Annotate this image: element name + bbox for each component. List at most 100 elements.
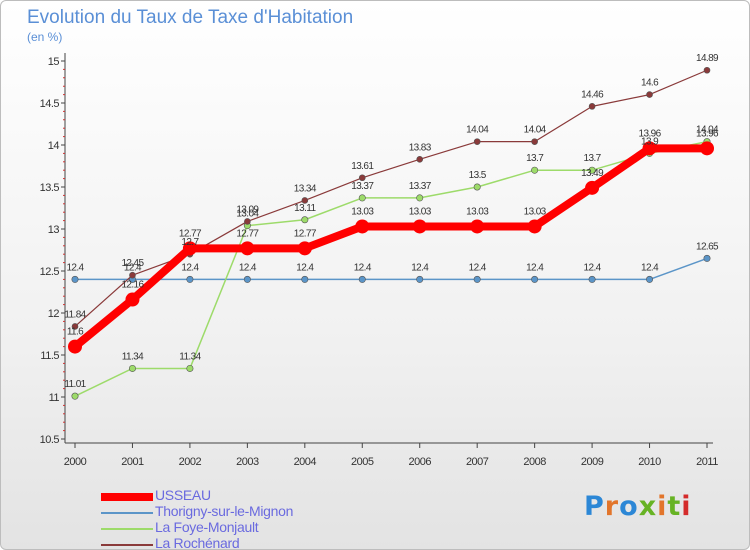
data-point [703,66,711,74]
logo-letter: P [584,491,605,522]
y-tick-label: 10.5 [40,434,60,446]
logo-letter: t [667,491,682,522]
axes: 10.5 11 11.5 12 12.5 13 13.5 14 14.5 15 2000 2001 20… [40,53,719,468]
data-label: 11.01 [64,379,86,390]
legend-swatch [101,528,153,530]
data-point [301,197,309,204]
data-label: 12.4 [181,262,199,273]
data-label: 13.37 [351,181,374,192]
data-label: 13.96 [696,128,719,139]
y-tick-label: 12 [48,308,60,320]
data-label: 13.7 [526,153,544,164]
data-label: 13.03 [524,206,547,217]
data-label: 12.4 [469,262,487,273]
data-label: 12.4 [296,262,314,273]
data-label: 12.7 [181,237,199,248]
x-tick-label: 2007 [466,456,489,468]
data-point [240,241,255,256]
data-label: 13.37 [409,181,432,192]
x-tick-label: 2000 [64,456,87,468]
x-tick-label: 2009 [581,456,604,468]
data-label: 13.03 [466,206,489,217]
data-point [531,275,539,283]
data-label: 12.4 [239,262,257,273]
data-label: 12.77 [294,228,317,239]
data-label: 13.04 [236,209,259,220]
logo-letter: i [681,491,692,522]
data-point [531,138,538,145]
legend-label: La Foye-Monjault [155,519,259,535]
data-label: 13.7 [584,153,602,164]
data-point [71,323,79,330]
data-point [358,275,366,283]
data-point [646,91,653,98]
data-label: 12.45 [121,258,144,269]
chart-title: Evolution du Taux de Taxe d'Habitation [27,7,354,28]
legend-swatch [101,493,153,501]
data-label: 12.4 [526,262,544,273]
data-label: 13.9 [641,136,659,147]
x-tick-label: 2001 [121,456,144,468]
data-label: 13.03 [409,206,432,217]
y-tick-label: 12.5 [40,266,60,278]
data-label: 11.34 [122,351,144,362]
data-label: 14.04 [466,125,489,136]
data-point [244,218,251,225]
legend-label: La Rochénard [155,535,240,550]
data-label: 14.04 [696,125,719,136]
x-tick-label: 2006 [408,456,431,468]
data-label: 13.96 [639,128,662,139]
data-point [125,292,140,307]
data-label: 12.4 [66,262,84,273]
y-tick-label: 14.5 [40,98,60,110]
series-line-0 [72,144,707,350]
data-label: 13.11 [294,203,316,214]
legend-swatch [101,544,153,546]
data-point [588,275,596,283]
y-tick-label: 11.5 [40,350,59,362]
data-point [186,275,194,283]
data-point [588,166,596,174]
data-label: 12.77 [179,228,202,239]
data-point [358,194,366,202]
data-point [71,275,79,283]
legend-label: Thorigny-sur-le-Mignon [155,503,294,519]
legend-swatch [101,512,153,514]
data-label: 12.65 [696,241,719,252]
data-label: 13.5 [469,170,487,181]
data-point [588,103,596,110]
y-tick-label: 11 [49,392,60,404]
data-label: 13.03 [351,206,374,217]
data-label: 14.04 [524,125,547,136]
proxiti-logo: Proxiti [584,491,692,522]
data-point [68,339,82,354]
data-point [416,194,424,202]
data-label: 13.83 [409,142,432,153]
data-point [358,174,366,182]
y-tick-label: 13 [48,224,60,236]
data-labels: 11.6 12.16 12.77 12.77 12.77 13.03 13.03 13.03 1… [64,53,719,390]
logo-letter: i [657,491,668,522]
data-point [416,155,424,163]
data-point [301,275,309,283]
data-label: 14.46 [581,89,604,100]
data-point [182,241,197,256]
x-tick-label: 2002 [179,456,202,468]
data-point [470,219,485,234]
x-tick-label: 2008 [523,456,546,468]
data-label: 12.4 [641,262,659,273]
data-point [473,183,481,191]
data-point [186,364,194,372]
chart-subtitle: (en %) [27,30,63,44]
data-point [129,271,136,279]
data-point [527,219,542,234]
data-point [700,141,714,156]
x-tick-label: 2005 [351,456,374,468]
data-label: 13.61 [351,161,374,172]
data-label: 12.16 [121,280,144,291]
y-tick-label: 14 [48,140,60,152]
data-point [585,180,600,195]
data-label: 14.6 [641,78,659,89]
